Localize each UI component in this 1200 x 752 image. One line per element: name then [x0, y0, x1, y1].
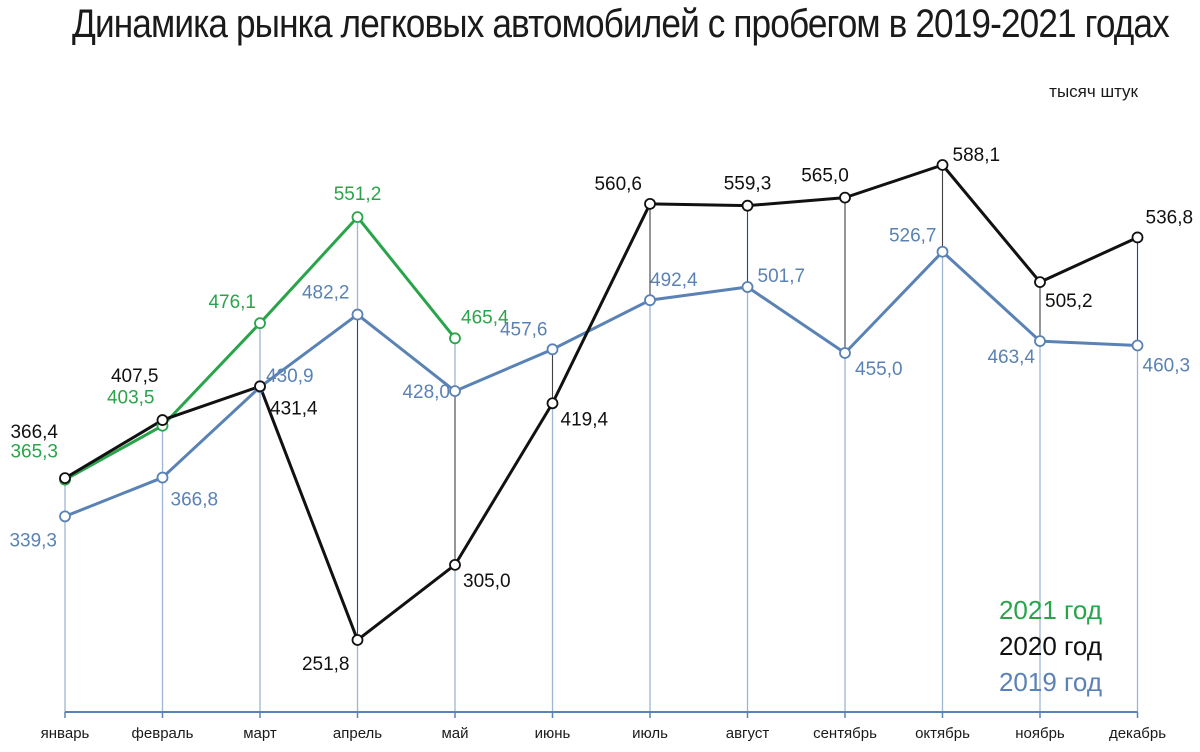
drop-lines	[64, 165, 1139, 712]
x-tick-label: январь	[41, 725, 90, 742]
data-label: 457,6	[500, 319, 548, 340]
x-tick-label: сентябрь	[813, 725, 877, 742]
x-tick-label: май	[441, 725, 468, 742]
x-tick-label: август	[726, 725, 770, 742]
data-point	[839, 347, 851, 359]
series-lines	[64, 163, 1139, 642]
data-point	[351, 634, 364, 646]
data-point	[1131, 231, 1144, 244]
data-point	[351, 211, 364, 224]
data-point	[546, 397, 559, 410]
data-label: 339,3	[9, 530, 57, 551]
data-point	[936, 245, 949, 258]
data-point	[644, 197, 656, 210]
x-tick-label: июль	[632, 725, 668, 742]
data-label: 588,1	[953, 145, 1001, 166]
data-point	[254, 317, 266, 330]
data-point	[449, 332, 461, 345]
data-label: 455,0	[855, 359, 903, 380]
data-label: 431,4	[270, 398, 318, 419]
series-line	[64, 250, 1138, 518]
chart-title: Динамика рынка легковых автомобилей с пр…	[72, 2, 1170, 46]
legend-entry: 2021 год	[999, 595, 1102, 625]
x-tick-label: ноябрь	[1015, 725, 1065, 742]
data-label: 251,8	[302, 654, 350, 675]
data-point	[449, 558, 461, 571]
data-point	[59, 472, 71, 485]
data-label: 565,0	[801, 166, 849, 187]
data-label: 465,4	[461, 307, 509, 328]
data-label: 366,8	[171, 490, 219, 511]
data-label: 560,6	[594, 174, 642, 195]
data-label: 559,3	[724, 174, 772, 195]
unit-label: тысяч штук	[1049, 82, 1138, 101]
series-line	[64, 163, 1139, 642]
data-point	[1034, 276, 1046, 288]
data-point	[839, 191, 851, 204]
data-label: 463,4	[987, 347, 1035, 368]
data-labels: 365,3 403,5 476,1 551,2 465,4 366,4 407,5 431,4…	[9, 145, 1193, 675]
data-point	[156, 414, 169, 426]
data-point	[1131, 339, 1144, 352]
data-point	[1034, 335, 1046, 348]
data-point	[254, 380, 266, 393]
x-tick-label: декабрь	[1109, 725, 1166, 742]
data-point	[546, 343, 559, 356]
data-label: 526,7	[889, 226, 937, 247]
data-point	[59, 510, 71, 523]
x-tick-label: март	[243, 725, 277, 742]
x-tick-label: апрель	[333, 725, 382, 742]
data-point	[936, 159, 949, 171]
data-label: 482,2	[302, 283, 350, 304]
legend-entry: 2019 год	[999, 667, 1102, 697]
data-label: 536,8	[1146, 207, 1194, 228]
data-label: 460,3	[1143, 356, 1191, 377]
data-point	[741, 199, 754, 212]
data-label: 305,0	[463, 571, 511, 592]
data-label: 419,4	[561, 409, 609, 430]
data-point	[449, 385, 461, 398]
data-point	[351, 308, 364, 321]
x-tick-label: июнь	[535, 725, 571, 742]
data-point	[156, 471, 169, 484]
data-label: 428,0	[402, 382, 450, 403]
data-label: 366,4	[10, 422, 58, 443]
x-tick-labels: январь февраль март апрель май июнь июль август…	[41, 725, 1167, 742]
data-point	[741, 281, 754, 293]
data-label: 501,7	[758, 266, 806, 287]
data-point	[644, 294, 656, 307]
data-label: 505,2	[1045, 291, 1093, 312]
data-label: 403,5	[107, 388, 155, 409]
data-label: 407,5	[111, 366, 159, 387]
x-axis	[64, 711, 1139, 718]
series-points	[59, 159, 1144, 646]
legend-entry: 2020 год	[999, 631, 1102, 661]
data-label: 476,1	[208, 292, 256, 313]
data-label: 365,3	[10, 442, 58, 463]
x-tick-label: октябрь	[915, 725, 970, 742]
data-label: 430,9	[266, 366, 314, 387]
data-label: 492,4	[650, 270, 698, 291]
legend: 2021 год 2020 год 2019 год	[999, 595, 1102, 697]
x-tick-label: февраль	[132, 725, 194, 742]
data-label: 551,2	[334, 184, 382, 205]
